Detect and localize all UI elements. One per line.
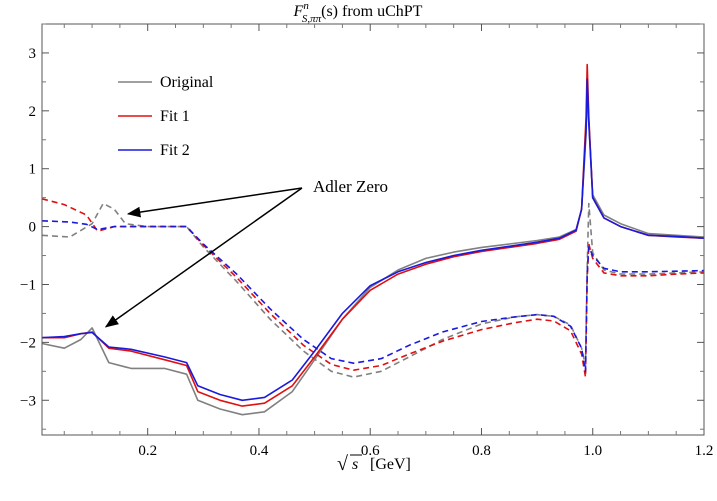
legend-label: Original <box>160 74 214 91</box>
series-line-fit-2-solid <box>41 78 705 402</box>
legend: Original Fit 1 Fit 2 <box>118 74 214 159</box>
y-tick-label: 2 <box>29 104 37 120</box>
x-tick-label: 1.0 <box>583 443 602 459</box>
x-axis-label-unit: [GeV] <box>370 456 411 473</box>
x-tick-label: 1.2 <box>695 443 714 459</box>
chart-title-rest: (s) from uChPT <box>321 3 423 20</box>
y-tick-label: 1 <box>29 162 37 178</box>
annotation-label: Adler Zero <box>313 177 388 196</box>
legend-label: Fit 1 <box>160 108 190 125</box>
y-tick-label: −1 <box>20 277 36 293</box>
chart-title: Fn S,ππ(s) from uChPT <box>293 0 423 25</box>
series-line-fit-1-dashed <box>41 198 705 378</box>
chart-title-sup: n <box>303 0 309 12</box>
chart-title-main: F <box>293 3 304 20</box>
annotation-arrow <box>126 187 303 218</box>
series-line-original-solid <box>41 89 705 416</box>
x-axis-label: √ s [GeV] <box>337 453 411 475</box>
legend-label: Fit 2 <box>160 142 190 159</box>
x-tick-label: 0.8 <box>472 443 491 459</box>
series-line-fit-2-dashed <box>41 220 705 373</box>
x-tick-label: 0.2 <box>138 443 157 459</box>
series-layer <box>41 63 705 416</box>
y-tick-label: −3 <box>20 393 36 409</box>
x-axis-label-radical: √ <box>337 453 348 475</box>
chart-title-sub: S,ππ <box>302 13 322 25</box>
series-line-original-dashed <box>41 202 705 378</box>
y-tick-label: −2 <box>20 335 36 351</box>
x-axis-label-var: s <box>352 456 358 473</box>
y-axis: −3 −2 −1 0 1 2 3 <box>20 23 704 430</box>
y-tick-label: 3 <box>29 46 37 62</box>
x-axis: 0.2 0.4 0.6 0.8 1.0 1.2 <box>63 24 714 459</box>
annotation-arrow <box>104 187 303 328</box>
x-tick-label: 0.4 <box>250 443 269 459</box>
y-tick-label: 0 <box>29 220 37 236</box>
plot-frame <box>41 23 705 436</box>
x-tick-label: 0.6 <box>361 443 380 459</box>
annotation-layer: Adler Zero <box>104 177 388 328</box>
